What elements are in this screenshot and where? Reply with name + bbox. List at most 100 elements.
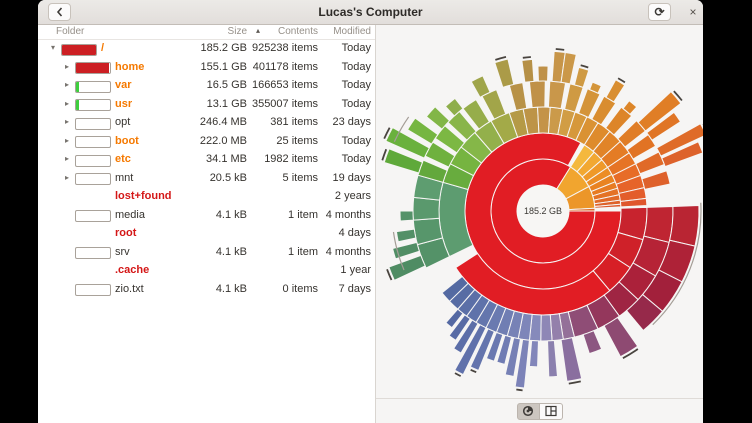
segment-more-indicator [523, 57, 531, 58]
table-row[interactable]: .cache1 year [38, 262, 375, 281]
column-modified[interactable]: Modified [333, 26, 371, 37]
modified-value: 4 months [326, 209, 371, 221]
chart-segment[interactable] [471, 76, 490, 98]
table-row[interactable]: ▸home155.1 GB401178 itemsToday [38, 59, 375, 78]
columns-header: Folder Size ▴ Contents Modified [38, 25, 375, 40]
folder-name: etc [115, 153, 131, 165]
segment-more-indicator [516, 390, 522, 391]
folder-name: .cache [115, 264, 149, 276]
table-row[interactable]: zio.txt4.1 kB0 items7 days [38, 281, 375, 300]
folder-name: home [115, 61, 144, 73]
window-content: Folder Size ▴ Contents Modified ▾ / 185.2 … [38, 25, 703, 423]
rings-chart[interactable]: 185.2 GB [376, 25, 703, 399]
column-folder[interactable]: Folder [56, 26, 84, 37]
chart-segment[interactable] [413, 197, 440, 220]
table-row[interactable]: ▸mnt20.5 kB5 items19 days [38, 170, 375, 189]
table-row[interactable]: srv4.1 kB1 item4 months [38, 244, 375, 263]
chart-segment[interactable] [509, 83, 526, 111]
folder-name: usr [115, 98, 132, 110]
sort-ascending-icon: ▴ [256, 26, 260, 35]
chart-segment[interactable] [548, 81, 565, 108]
modified-value: 4 days [339, 227, 371, 239]
refresh-button[interactable]: ⟳ [648, 3, 671, 21]
contents-value: 1 item [288, 246, 318, 258]
chart-segment[interactable] [642, 171, 670, 190]
window-title: Lucas's Computer [38, 0, 703, 24]
chart-pane: 185.2 GB [375, 25, 703, 423]
size-value: 222.0 MB [200, 135, 247, 147]
chart-segment[interactable] [495, 59, 514, 87]
folder-name: lost+found [115, 190, 172, 202]
table-row[interactable]: root 4 days [38, 225, 375, 244]
folder-tree: ▾/185.2 GB925238 itemsToday▸home155.1 GB… [38, 40, 375, 423]
expander-icon[interactable]: ▸ [62, 80, 72, 89]
chart-segment[interactable] [393, 242, 420, 258]
chart-segment[interactable] [670, 206, 699, 247]
contents-value: 5 items [283, 172, 318, 184]
rings-view-button[interactable] [517, 403, 540, 420]
table-row[interactable]: ▸var16.5 GB166653 itemsToday [38, 77, 375, 96]
chart-segment[interactable] [541, 315, 552, 341]
chart-segment[interactable] [396, 229, 415, 242]
usage-bar [75, 81, 111, 93]
modified-value: Today [342, 153, 371, 165]
modified-value: Today [342, 61, 371, 73]
folder-name: / [101, 42, 104, 54]
usage-bar [75, 210, 111, 222]
app-window: Lucas's Computer ⟳ × Folder Size ▴ Conte… [38, 0, 703, 423]
modified-value: 23 days [332, 116, 371, 128]
size-value: 246.4 MB [200, 116, 247, 128]
chart-segment[interactable] [583, 331, 601, 354]
table-row[interactable]: ▸usr13.1 GB355007 itemsToday [38, 96, 375, 115]
expander-icon[interactable]: ▸ [62, 173, 72, 182]
usage-bar [75, 284, 111, 296]
expander-icon[interactable]: ▸ [62, 62, 72, 71]
chart-segment[interactable] [538, 66, 548, 81]
size-value: 4.1 kB [216, 283, 247, 295]
chart-segment[interactable] [529, 341, 538, 367]
close-icon: × [689, 5, 696, 19]
expander-icon[interactable]: ▸ [62, 99, 72, 108]
folder-name: root [115, 227, 136, 239]
usage-bar [75, 118, 111, 130]
chart-segment[interactable] [426, 107, 449, 129]
usage-bar [75, 99, 111, 111]
size-value: 4.1 kB [216, 246, 247, 258]
chart-segment[interactable] [574, 67, 588, 87]
contents-value: 166653 items [252, 79, 318, 91]
chart-segment[interactable] [400, 211, 413, 221]
chart-view-toolbar [376, 398, 703, 423]
size-value: 20.5 kB [210, 172, 247, 184]
table-row[interactable]: ▸boot222.0 MB25 itemsToday [38, 133, 375, 152]
column-contents[interactable]: Contents [278, 26, 318, 37]
chart-segment[interactable] [561, 338, 582, 382]
chart-segment[interactable] [389, 255, 425, 280]
chart-segment[interactable] [548, 341, 558, 377]
close-button[interactable]: × [683, 3, 703, 21]
expander-icon[interactable]: ▸ [62, 117, 72, 126]
segment-more-indicator [569, 381, 581, 383]
contents-value: 401178 items [253, 61, 318, 73]
chart-segment[interactable] [606, 80, 625, 102]
size-value: 16.5 GB [207, 79, 247, 91]
chart-segment[interactable] [522, 59, 534, 82]
titlebar: Lucas's Computer ⟳ × [38, 0, 703, 25]
usage-bar [75, 155, 111, 167]
expander-icon[interactable]: ▸ [62, 154, 72, 163]
segment-more-indicator [471, 370, 477, 372]
folder-name: boot [115, 135, 139, 147]
size-value: 34.1 MB [206, 153, 247, 165]
chart-segment[interactable] [529, 81, 545, 108]
expander-icon[interactable]: ▾ [48, 43, 58, 52]
expander-icon[interactable]: ▸ [62, 136, 72, 145]
table-row[interactable]: ▾/185.2 GB925238 itemsToday [38, 40, 375, 59]
treemap-view-button[interactable] [540, 403, 563, 420]
column-size[interactable]: Size [228, 26, 247, 37]
table-row[interactable]: lost+found2 years [38, 188, 375, 207]
table-row[interactable]: ▸etc34.1 MB1982 itemsToday [38, 151, 375, 170]
modified-value: 4 months [326, 246, 371, 258]
table-row[interactable]: ▸opt246.4 MB381 items23 days [38, 114, 375, 133]
chart-segment[interactable] [604, 317, 638, 356]
table-row[interactable]: media4.1 kB1 item4 months [38, 207, 375, 226]
usage-bar [75, 173, 111, 185]
